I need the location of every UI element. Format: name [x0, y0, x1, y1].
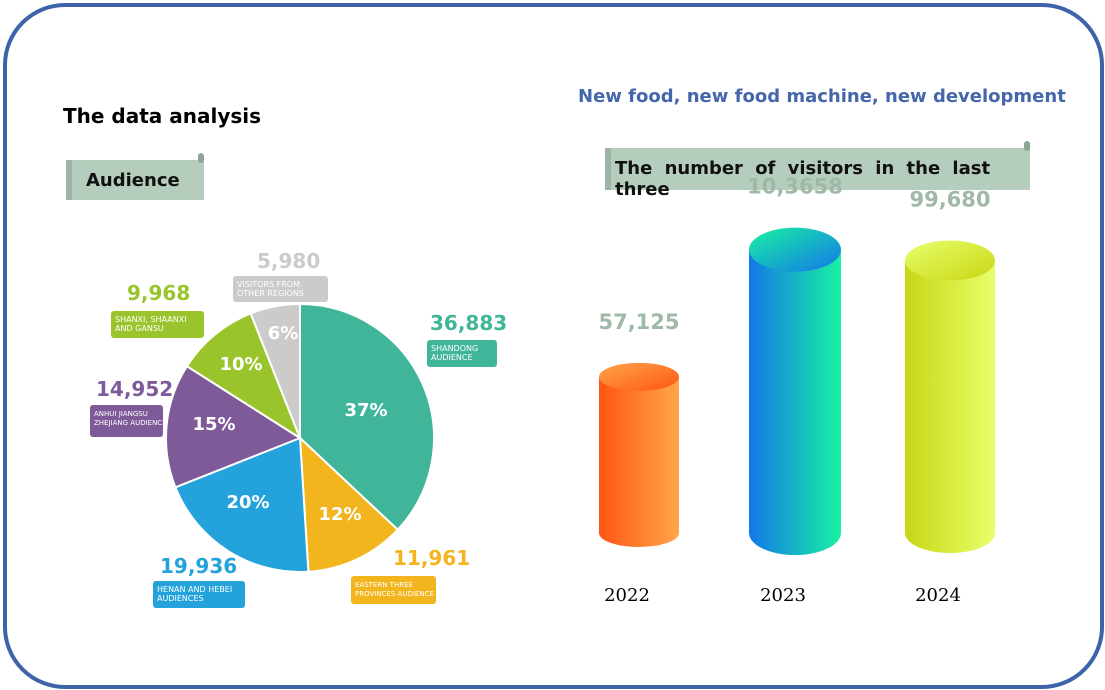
- slice-category-box: [427, 340, 497, 367]
- slice-category-label: HENAN AND HEBEI: [157, 585, 232, 594]
- cylinder-top: [749, 227, 841, 272]
- slice-percent-label: 10%: [219, 354, 262, 375]
- pie-slice: [299, 302, 435, 532]
- slice-value-label: 9,968: [127, 281, 190, 305]
- slice-category-box: [153, 581, 245, 608]
- slice-category-label: OTHER REGIONS: [237, 289, 304, 298]
- visitors-tag: The number of visitors in the last three: [605, 148, 1030, 200]
- cylinder-bar: [749, 249, 841, 555]
- slice-category-box: [233, 276, 328, 302]
- slice-category-label: ANHUI JIANGSU: [94, 410, 148, 418]
- slice-value-label: 5,980: [257, 249, 320, 273]
- slice-value-label: 36,883: [430, 311, 507, 335]
- slice-category-box: [351, 576, 436, 604]
- slice-percent-label: 20%: [226, 492, 269, 513]
- bar-value-label: 57,125: [598, 310, 679, 334]
- slice-category-label: SHANXI, SHAANXI: [115, 315, 187, 324]
- cylinder-top: [599, 362, 679, 391]
- bar-value-label: 10,3658: [747, 175, 843, 199]
- slice-category-label: EASTERN THREE: [355, 581, 413, 589]
- slice-category-label: AND GANSU: [115, 324, 164, 333]
- page-title: The data analysis: [63, 104, 262, 128]
- cylinder-bar: [599, 376, 679, 547]
- slice-percent-label: 15%: [192, 414, 235, 435]
- slice-value-label: 11,961: [393, 546, 470, 570]
- pie-slice: [165, 364, 303, 489]
- slice-category-label: SHANDONG: [431, 344, 478, 353]
- slice-category-label: VISITORS FROM: [237, 280, 300, 289]
- bar-category-label: 2024: [915, 585, 961, 606]
- bar-category-label: 2023: [760, 585, 806, 606]
- cylinder-bar: [905, 260, 995, 553]
- bar-category-label: 2022: [604, 585, 650, 606]
- slice-category-label: AUDIENCES: [157, 594, 204, 603]
- bar-value-label: 99,680: [909, 188, 990, 212]
- tag-curl-decoration: [198, 153, 204, 163]
- slice-category-box: [111, 311, 204, 338]
- slice-value-label: 19,936: [160, 554, 237, 578]
- slice-value-label: 14,952: [96, 377, 173, 401]
- slice-category-box: [90, 405, 163, 437]
- slice-percent-label: 6%: [268, 323, 299, 344]
- pie-slice: [298, 435, 400, 573]
- audience-tag: Audience: [66, 160, 204, 200]
- slice-category-label: ZHEJIANG AUDIENCE: [94, 419, 167, 427]
- slice-category-label: AUDIENCE: [431, 353, 473, 362]
- slice-percent-label: 12%: [318, 504, 361, 525]
- pie-slice: [185, 312, 303, 441]
- cylinder-top: [905, 240, 995, 281]
- slice-category-label: PROVINCES AUDIENCE: [355, 590, 434, 598]
- subtitle: New food, new food machine, new developm…: [578, 86, 1066, 107]
- slice-percent-label: 37%: [344, 400, 387, 421]
- pie-slice: [174, 436, 310, 573]
- pie-slice: [249, 302, 301, 439]
- tag-curl-decoration: [1024, 141, 1030, 151]
